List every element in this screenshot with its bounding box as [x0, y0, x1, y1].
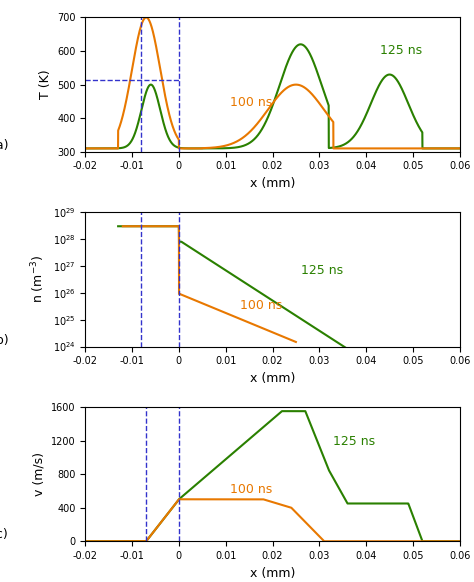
X-axis label: x (mm): x (mm) [250, 566, 295, 580]
Text: 100 ns: 100 ns [230, 97, 273, 109]
Y-axis label: n (m$^{-3}$): n (m$^{-3}$) [29, 255, 47, 303]
Y-axis label: v (m/s): v (m/s) [32, 452, 46, 496]
Text: (a): (a) [0, 139, 9, 152]
Y-axis label: T (K): T (K) [38, 70, 52, 100]
Text: 100 ns: 100 ns [240, 299, 282, 312]
Text: 125 ns: 125 ns [301, 264, 343, 277]
Text: (b): (b) [0, 333, 9, 346]
X-axis label: x (mm): x (mm) [250, 177, 295, 190]
X-axis label: x (mm): x (mm) [250, 372, 295, 385]
Text: 100 ns: 100 ns [230, 482, 273, 496]
Text: 125 ns: 125 ns [380, 44, 422, 58]
Text: 125 ns: 125 ns [333, 435, 375, 448]
Text: (c): (c) [0, 528, 9, 541]
